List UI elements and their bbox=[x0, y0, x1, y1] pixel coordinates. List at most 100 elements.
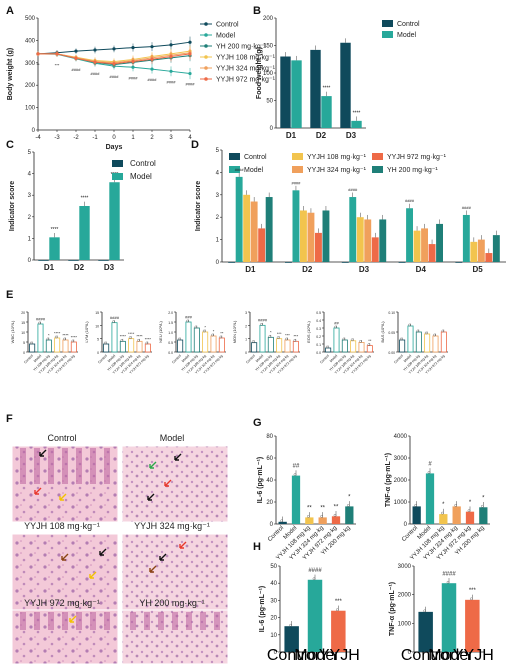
sig-label: #### bbox=[129, 75, 139, 80]
y-tick-label: 2 bbox=[245, 324, 247, 328]
bar bbox=[276, 338, 283, 353]
villus bbox=[20, 612, 26, 630]
sig-label: #### bbox=[186, 82, 196, 87]
villus bbox=[186, 612, 192, 630]
bar bbox=[259, 324, 266, 353]
x-tick-label: Control bbox=[97, 354, 108, 365]
x-tick-label: Model bbox=[107, 354, 117, 364]
y-tick-label: 0 bbox=[270, 522, 274, 528]
x-tick-label: -3 bbox=[54, 135, 60, 141]
legend-label: YYJH 108 mg·kg⁻¹ bbox=[307, 154, 367, 161]
x-tick-label: D1 bbox=[44, 263, 55, 272]
bar bbox=[300, 210, 307, 262]
bar bbox=[292, 340, 299, 353]
sig-label: **** bbox=[62, 332, 69, 337]
y-axis-label: EOS (10⁹/L) bbox=[306, 320, 311, 342]
x-tick-label: Model bbox=[403, 354, 413, 364]
sig-label: ** bbox=[334, 504, 339, 510]
y-tick-label: 60 bbox=[266, 456, 273, 462]
x-tick-label: Model bbox=[255, 354, 265, 364]
y-tick-label: 20 bbox=[270, 616, 277, 622]
y-tick-label: 2.0 bbox=[168, 311, 173, 315]
panel-letter-A: A bbox=[6, 5, 14, 17]
histology-caption: YYJH 108 mg·kg⁻¹ bbox=[24, 521, 100, 531]
bar bbox=[185, 321, 192, 353]
legend-label: YYJH 324 mg·kg⁻¹ bbox=[307, 167, 367, 174]
data-point bbox=[307, 515, 310, 518]
villus bbox=[34, 448, 40, 484]
sig-label: * bbox=[213, 328, 215, 333]
bar bbox=[351, 120, 362, 128]
x-tick-label: Control bbox=[393, 354, 404, 365]
sig-label: #### bbox=[110, 315, 120, 320]
arrow-marker bbox=[149, 565, 157, 573]
arrow-marker bbox=[59, 493, 67, 501]
data-point bbox=[128, 336, 132, 339]
x-tick-label: D1 bbox=[286, 131, 297, 140]
x-tick-label: D5 bbox=[472, 265, 483, 274]
legend-marker bbox=[204, 33, 208, 37]
bar bbox=[315, 232, 322, 262]
bar bbox=[379, 219, 387, 262]
sig-label: * bbox=[469, 500, 472, 506]
bar bbox=[218, 337, 225, 353]
legend-label: YYJH 108 mg·kg⁻¹ bbox=[216, 55, 276, 62]
bar bbox=[177, 339, 184, 353]
histology-caption: YYJH 972 mg·kg⁻¹ bbox=[24, 598, 100, 608]
bar bbox=[193, 327, 200, 353]
legend-swatch bbox=[372, 166, 383, 173]
villus bbox=[76, 448, 82, 484]
y-tick-label: 400 bbox=[25, 38, 36, 44]
bar bbox=[492, 235, 500, 262]
bar bbox=[251, 342, 258, 353]
y-axis-label: IL-6 (pg·mL⁻¹) bbox=[257, 457, 264, 503]
villus bbox=[130, 612, 136, 630]
legend-marker bbox=[204, 77, 208, 81]
data-point bbox=[276, 336, 280, 339]
data-point bbox=[333, 514, 337, 517]
sig-label: #### bbox=[91, 71, 101, 76]
data-point bbox=[55, 52, 59, 56]
legend-label: YYJH 972 mg·kg⁻¹ bbox=[387, 154, 447, 161]
bar bbox=[136, 340, 143, 353]
y-tick-label: 15 bbox=[95, 311, 99, 315]
legend-label: Model bbox=[397, 32, 417, 39]
y-axis-label: MON (10⁹/L) bbox=[232, 320, 237, 343]
sig-label: #### bbox=[110, 74, 120, 79]
bar bbox=[413, 230, 421, 262]
y-tick-label: 150 bbox=[263, 44, 274, 50]
y-tick-label: 0 bbox=[270, 126, 274, 132]
y-tick-label: 20 bbox=[21, 311, 25, 315]
y-tick-label: 0 bbox=[274, 650, 278, 656]
x-tick-label: -1 bbox=[92, 135, 98, 141]
bar bbox=[465, 511, 475, 524]
y-axis-label: Indicator score bbox=[195, 181, 202, 231]
y-tick-label: 0.05 bbox=[388, 331, 395, 335]
arrow-marker bbox=[159, 553, 167, 561]
y-tick-label: 0.5 bbox=[316, 311, 321, 315]
panel-letter-C: C bbox=[6, 139, 14, 151]
villus bbox=[62, 448, 68, 484]
data-point bbox=[38, 321, 41, 325]
x-tick-label: Control bbox=[401, 647, 453, 664]
data-point bbox=[188, 71, 192, 76]
sig-label: *** bbox=[293, 334, 298, 339]
bar bbox=[307, 212, 315, 262]
histology-image bbox=[121, 533, 229, 611]
y-tick-label: 4000 bbox=[394, 434, 408, 440]
villus bbox=[48, 448, 54, 484]
x-tick-label: Model bbox=[428, 647, 472, 664]
arrow-marker bbox=[99, 548, 107, 556]
bar bbox=[45, 339, 52, 353]
data-point bbox=[293, 339, 297, 342]
data-point bbox=[320, 515, 323, 518]
data-point bbox=[188, 40, 192, 44]
sig-label: #### bbox=[72, 67, 82, 72]
villus bbox=[62, 612, 68, 630]
sig-label: *** bbox=[469, 588, 477, 594]
bar bbox=[29, 343, 36, 353]
legend-swatch bbox=[382, 20, 393, 27]
